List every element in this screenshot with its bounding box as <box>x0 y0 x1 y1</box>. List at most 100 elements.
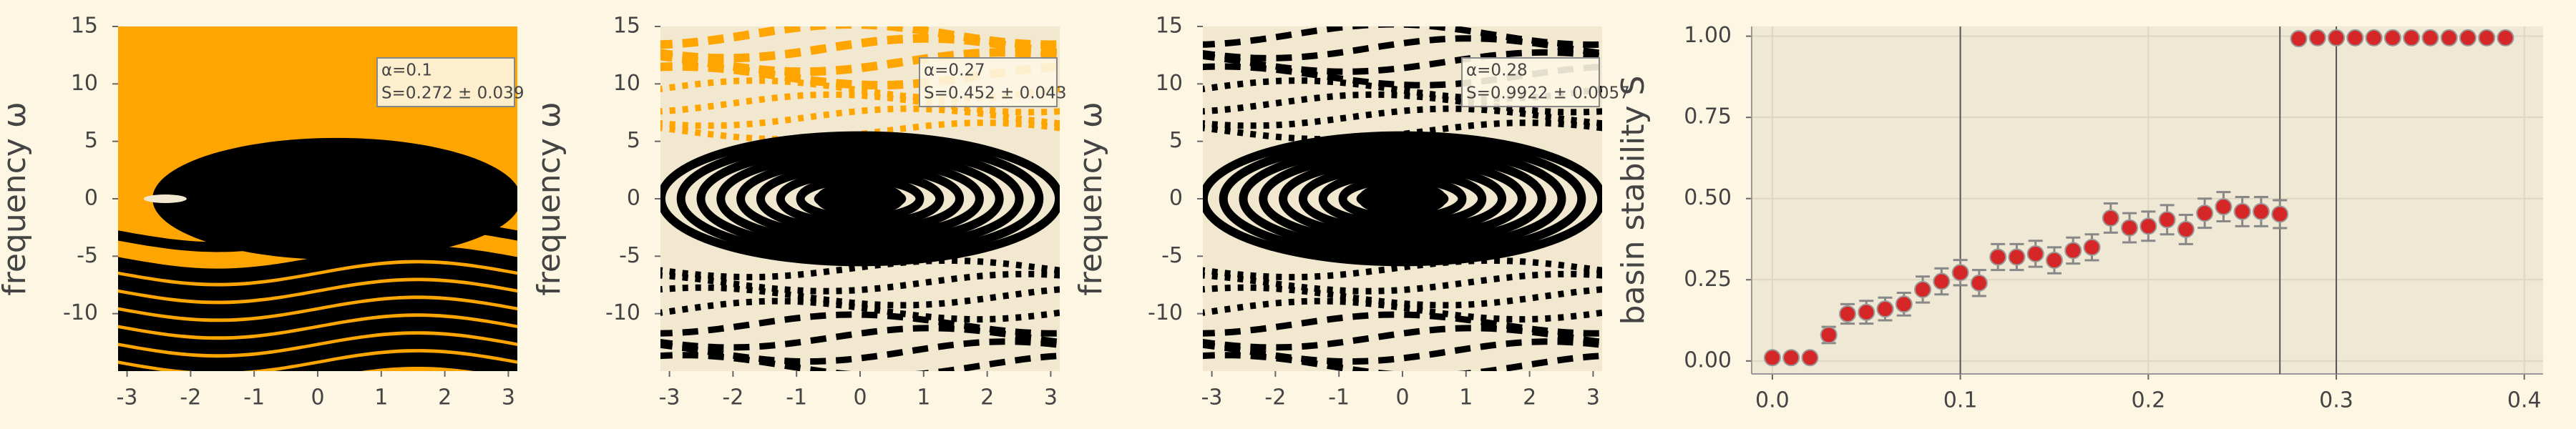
x-tick-label: -2 <box>1264 385 1286 410</box>
basin-core <box>814 184 907 213</box>
point <box>2233 202 2251 220</box>
basin-stripe <box>118 334 517 371</box>
basin-ring <box>776 169 945 229</box>
y-tick-label: 0 <box>1169 186 1183 211</box>
point <box>1876 300 1894 318</box>
basin-core <box>152 137 517 260</box>
basin-ring <box>696 144 1024 254</box>
point <box>2026 245 2044 262</box>
x-tick-label: 0.4 <box>2507 388 2542 413</box>
basin-detail <box>143 194 187 203</box>
point <box>1820 326 1838 344</box>
point <box>2459 29 2477 46</box>
basin-ring <box>1279 156 1526 242</box>
basin-image <box>660 26 1060 371</box>
x-tick-label: 0 <box>1395 385 1409 410</box>
point <box>2196 204 2214 222</box>
y-tick-label: 5 <box>627 128 640 153</box>
annotation: S=0.9922 ± 0.0057 <box>1466 84 1630 103</box>
y-tick-label: -5 <box>1161 243 1183 268</box>
x-tick-label: 1 <box>374 385 388 410</box>
y-tick-label: 0.00 <box>1684 347 1732 373</box>
y-tick-label: 15 <box>613 14 640 39</box>
basin-ring <box>1338 175 1467 222</box>
plot-area <box>1752 26 2543 374</box>
basin-ring <box>660 131 1060 267</box>
basin-stripe <box>1203 49 1602 75</box>
basin-stripe <box>1203 297 1602 323</box>
point <box>2290 30 2308 48</box>
basin-stripe <box>1203 311 1602 337</box>
x-tick-label: 0.3 <box>2319 388 2353 413</box>
x-tick-label: 0 <box>853 385 867 410</box>
basin-ring <box>1318 169 1487 229</box>
point <box>2008 248 2026 266</box>
basin-stripe <box>1203 105 1602 129</box>
point <box>1838 305 1856 322</box>
basin-core <box>1356 184 1449 213</box>
point <box>2158 211 2176 229</box>
point <box>2140 217 2157 235</box>
y-axis-label: basin stability S <box>1615 76 1652 325</box>
x-tick-label: -3 <box>1201 385 1223 410</box>
basin-ring <box>716 150 1004 247</box>
annotation-box <box>919 57 1058 107</box>
basin-ring <box>756 162 965 235</box>
point <box>2102 209 2119 227</box>
y-tick-label: -5 <box>77 243 98 268</box>
y-tick-label: 10 <box>1156 71 1183 96</box>
point <box>1801 349 1819 367</box>
basin-stripe <box>1203 119 1602 143</box>
basin-stripe <box>118 245 517 283</box>
y-tick-label: -5 <box>619 243 640 268</box>
basin-ring <box>1239 144 1566 254</box>
y-tick-label: -10 <box>1148 300 1183 325</box>
point <box>2177 220 2195 238</box>
basin-stripe <box>118 352 517 371</box>
annotation: α=0.27 <box>924 61 985 80</box>
x-tick-label: 2 <box>980 385 994 410</box>
point <box>1858 303 1875 321</box>
x-tick-label: 2 <box>1523 385 1536 410</box>
x-tick-label: 3 <box>502 385 515 410</box>
y-tick-label: 0 <box>627 186 640 211</box>
annotation: α=0.1 <box>381 61 432 80</box>
basin-ring <box>1298 162 1507 235</box>
x-tick-label: 2 <box>438 385 452 410</box>
basin-stripe <box>118 263 517 301</box>
basin-stripe <box>1203 257 1602 281</box>
point <box>2497 29 2514 46</box>
basin-stripe <box>1203 338 1602 365</box>
basin-stripe <box>660 48 1060 77</box>
y-tick-label: 10 <box>71 71 98 96</box>
point <box>2384 29 2401 46</box>
point <box>2346 29 2364 46</box>
x-tick-label: -1 <box>243 385 265 410</box>
point <box>2045 252 2063 270</box>
x-tick-label: -1 <box>786 385 807 410</box>
basin-stripe <box>660 26 1060 49</box>
y-tick-label: 15 <box>1156 14 1183 39</box>
basin-stripe <box>660 119 1060 143</box>
point <box>1989 248 2007 266</box>
y-tick-label: 5 <box>84 128 98 153</box>
point <box>2215 198 2233 216</box>
point <box>1951 264 1969 282</box>
basin-ring <box>1203 131 1602 267</box>
point <box>2308 29 2326 46</box>
basin-ring <box>736 156 984 242</box>
y-axis-label: frequency ω <box>0 102 33 296</box>
y-tick-label: 1.00 <box>1684 23 1732 48</box>
basin-stripe <box>118 281 517 319</box>
x-tick-label: -2 <box>722 385 743 410</box>
y-tick-label: 0 <box>84 186 98 211</box>
point <box>1933 272 1951 290</box>
x-tick-label: 0 <box>311 385 324 410</box>
point <box>2064 242 2082 260</box>
basin-stripe <box>1203 26 1602 49</box>
x-tick-label: 0.1 <box>1943 388 1978 413</box>
point <box>2478 29 2496 46</box>
x-tick-label: 0.2 <box>2131 388 2165 413</box>
